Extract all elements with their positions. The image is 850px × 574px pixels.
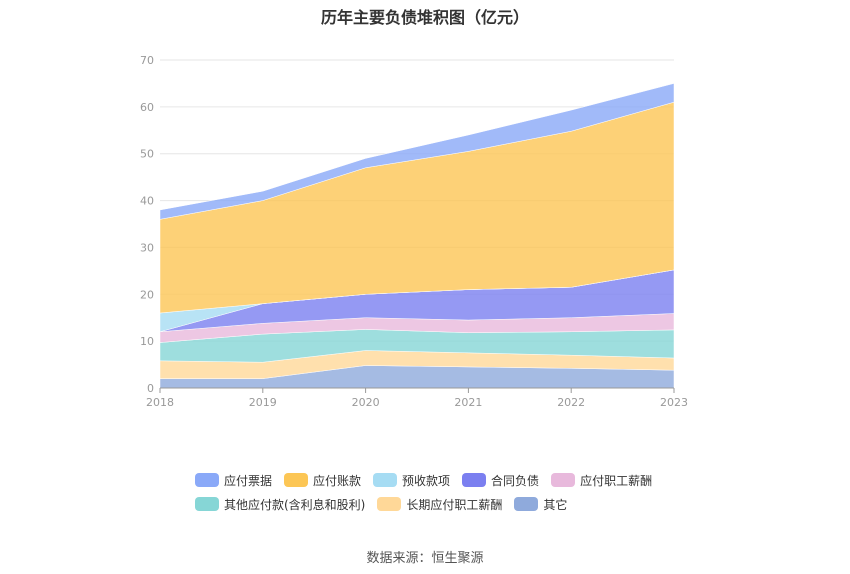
legend-label: 应付票据 (224, 473, 273, 488)
legend-item[interactable]: 长期应付职工薪酬 (377, 496, 502, 512)
legend-label: 应付职工薪酬 (580, 473, 653, 488)
y-tick-label: 60 (140, 101, 154, 114)
y-tick-label: 40 (140, 195, 154, 208)
x-tick-label: 2022 (557, 396, 585, 409)
area-series-7 (159, 83, 675, 220)
legend-item[interactable]: 其它 (514, 496, 567, 512)
legend-swatch (462, 473, 487, 487)
x-tick-label: 2018 (146, 396, 174, 409)
legend-label: 长期应付职工薪酬 (406, 497, 503, 512)
legend-swatch (284, 473, 309, 487)
y-tick-label: 50 (140, 148, 154, 161)
y-tick-label: 10 (140, 335, 154, 348)
chart-title: 历年主要负债堆积图（亿元） (320, 8, 529, 27)
legend-item[interactable]: 应付职工薪酬 (551, 472, 652, 488)
legend-swatch (195, 473, 219, 487)
legend-label: 其它 (543, 497, 568, 512)
legend-item[interactable]: 应付账款 (284, 472, 361, 488)
legend-item[interactable]: 应付票据 (195, 472, 272, 488)
legend-swatch (514, 497, 539, 511)
area-series-6 (159, 101, 675, 314)
x-tick-label: 2023 (660, 396, 688, 409)
y-tick-label: 20 (140, 288, 154, 301)
legend-label: 应付账款 (313, 473, 362, 488)
area-layer (159, 83, 675, 389)
legend: 应付票据 应付账款 预收款项 合同负债 应付职工薪酬其他应付款(含利息和股利) 长期应付职… (195, 472, 675, 520)
legend-label: 其他应付款(含利息和股利) (224, 497, 366, 512)
y-tick-label: 0 (147, 382, 154, 395)
data-source: 数据来源：恒生聚源 (366, 551, 484, 566)
legend-label: 预收款项 (402, 473, 451, 488)
x-tick-label: 2020 (352, 396, 380, 409)
area-chart: 0 10 20 30 40 50 60 70 2018 2019 2020 2021 2022 2023 (140, 54, 688, 409)
legend-label: 合同负债 (491, 473, 540, 488)
legend-swatch (377, 497, 402, 511)
legend-swatch (195, 497, 219, 511)
axis-layer: 0 10 20 30 40 50 60 70 2018 2019 2020 2021 2022 2023 (140, 54, 688, 409)
x-tick-label: 2019 (249, 396, 277, 409)
legend-swatch (373, 473, 398, 487)
y-tick-label: 70 (140, 54, 154, 67)
legend-swatch (551, 473, 576, 487)
legend-row: 应付票据 应付账款 预收款项 合同负债 应付职工薪酬其他应付款(含利息和股利) 长期应付职… (195, 472, 675, 520)
legend-item[interactable]: 合同负债 (462, 472, 539, 488)
legend-item[interactable]: 预收款项 (373, 472, 450, 488)
legend-item[interactable]: 其他应付款(含利息和股利) (195, 496, 365, 512)
x-tick-label: 2021 (454, 396, 482, 409)
y-tick-label: 30 (140, 241, 154, 254)
